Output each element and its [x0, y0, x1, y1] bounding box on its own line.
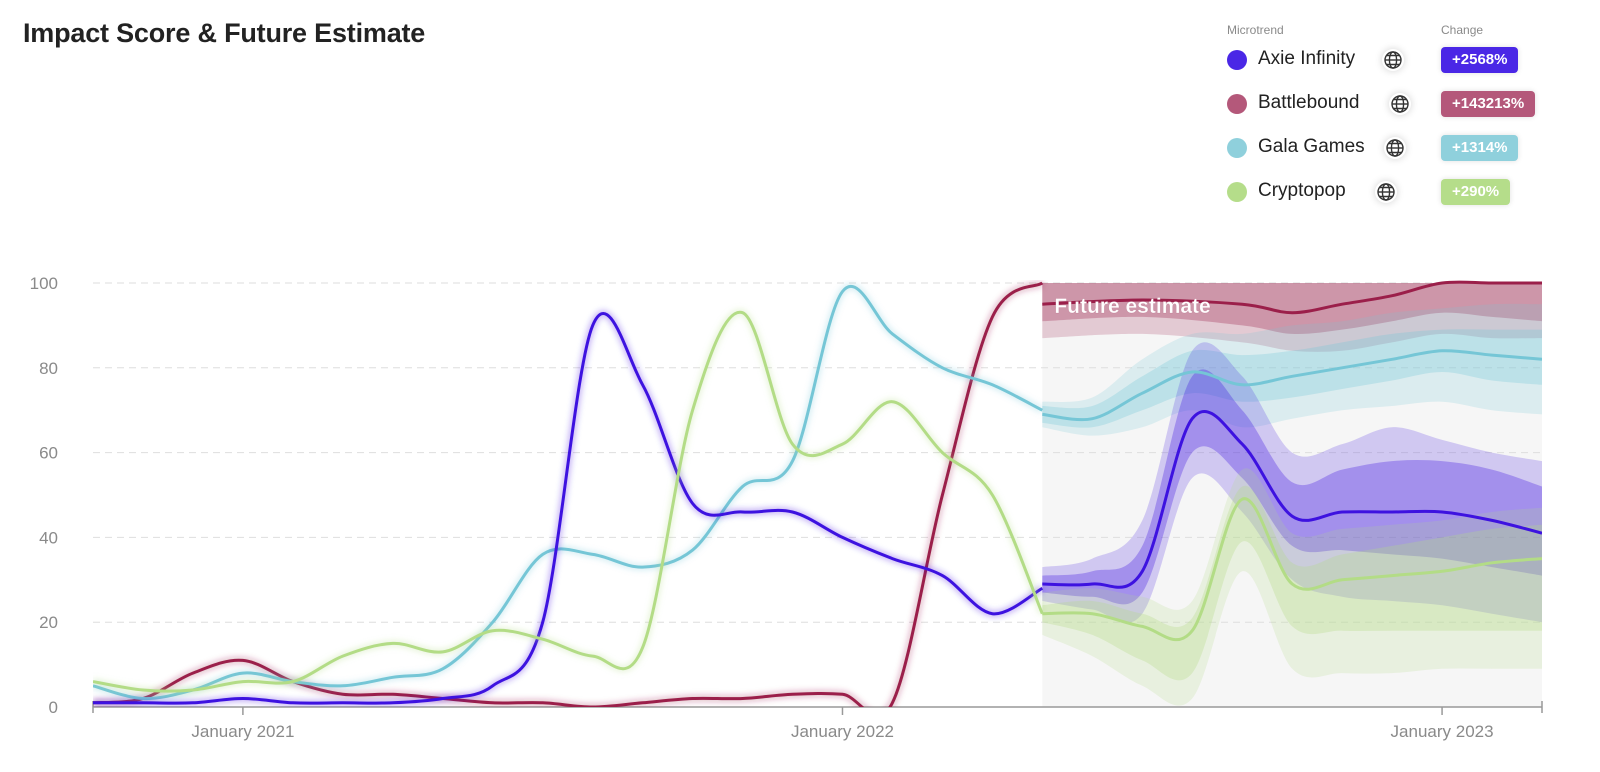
- legend-item[interactable]: Gala Games +1314%: [1227, 128, 1567, 172]
- forecast-band-inner: [1042, 283, 1542, 335]
- y-tick-label: 80: [39, 359, 58, 378]
- forecast-line: [1042, 349, 1542, 422]
- x-tick-label: January 2023: [1391, 722, 1494, 741]
- globe-icon[interactable]: [1382, 49, 1404, 71]
- plot-area: [93, 280, 1542, 707]
- series-glow: [93, 308, 1046, 695]
- legend-item[interactable]: Cryptopop +290%: [1227, 172, 1567, 216]
- future-region: [1042, 283, 1542, 707]
- legend-item-label: Battlebound: [1258, 92, 1360, 113]
- series-glow: [93, 283, 1044, 703]
- globe-icon[interactable]: [1384, 137, 1406, 159]
- series-glow: [93, 310, 1045, 707]
- y-tick-label: 0: [49, 698, 58, 717]
- legend-item-label: Cryptopop: [1258, 180, 1346, 201]
- forecast-band-outer: [1042, 303, 1542, 436]
- x-tick-label: January 2021: [191, 722, 294, 741]
- y-tick-label: 60: [39, 444, 58, 463]
- change-badge: +143213%: [1441, 91, 1536, 117]
- legend-swatch: [1227, 50, 1247, 70]
- change-badge: +290%: [1441, 179, 1511, 205]
- future-estimate-label: Future estimate: [1054, 295, 1210, 318]
- legend-swatch: [1227, 138, 1247, 158]
- forecast-band-inner: [1042, 369, 1542, 605]
- change-badge: +2568%: [1441, 47, 1519, 73]
- globe-icon[interactable]: [1389, 93, 1411, 115]
- globe-icon[interactable]: [1375, 181, 1397, 203]
- legend-header: Microtrend Change: [1227, 20, 1567, 40]
- forecast-line: [1042, 410, 1542, 589]
- y-tick-label: 100: [30, 274, 58, 293]
- chart-title: Impact Score & Future Estimate: [23, 18, 426, 48]
- change-badge: +1314%: [1441, 135, 1519, 161]
- series-line: [93, 281, 1044, 707]
- forecast-line: [1042, 497, 1542, 642]
- forecast-band-outer: [1042, 342, 1542, 623]
- legend-swatch: [1227, 182, 1247, 202]
- y-tick-label: 20: [39, 613, 58, 632]
- legend-item-label: Axie Infinity: [1258, 48, 1356, 69]
- x-tick-label: January 2022: [791, 722, 894, 741]
- legend-item[interactable]: Battlebound +143213%: [1227, 84, 1567, 128]
- forecast-line: [1042, 280, 1542, 315]
- legend-header-microtrend: Microtrend: [1227, 23, 1284, 37]
- forecast-band-outer: [1042, 468, 1542, 706]
- series-line: [93, 284, 1043, 701]
- y-tick-label: 40: [39, 528, 58, 547]
- legend: Microtrend Change Axie Infinity +2568% Bat…: [1227, 20, 1567, 216]
- series-line: [93, 310, 1044, 693]
- legend-swatch: [1227, 94, 1247, 114]
- legend-item-label: Gala Games: [1258, 136, 1365, 157]
- legend-header-change: Change: [1441, 23, 1484, 37]
- series-line: [93, 312, 1044, 705]
- legend-item[interactable]: Axie Infinity +2568%: [1227, 40, 1567, 84]
